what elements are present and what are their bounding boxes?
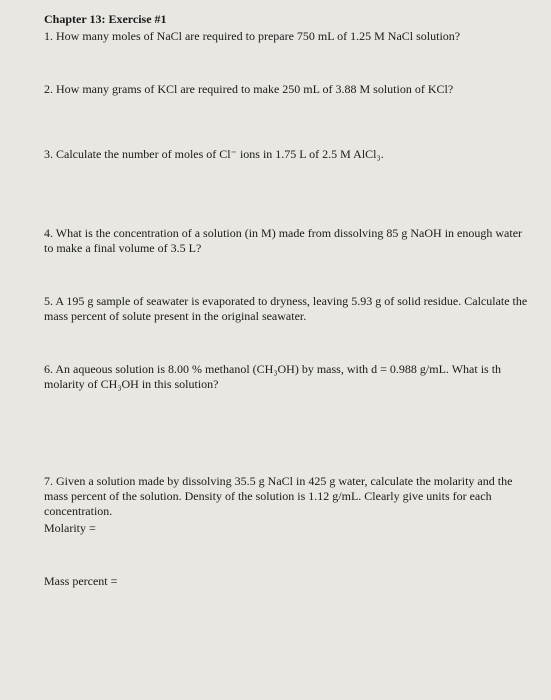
worksheet-page: Chapter 13: Exercise #1 1. How many mole…	[0, 0, 551, 605]
question-5: 5. A 195 g sample of seawater is evapora…	[44, 294, 529, 324]
question-3: 3. Calculate the number of moles of Cl⁻ …	[44, 147, 529, 162]
question-6: 6. An aqueous solution is 8.00 % methano…	[44, 362, 529, 392]
question-1: 1. How many moles of NaCl are required t…	[44, 29, 529, 44]
question-4: 4. What is the concentration of a soluti…	[44, 226, 529, 256]
question-7-text: 7. Given a solution made by dissolving 3…	[44, 474, 512, 518]
question-2: 2. How many grams of KCl are required to…	[44, 82, 529, 97]
mass-percent-label: Mass percent =	[44, 574, 529, 589]
question-7: 7. Given a solution made by dissolving 3…	[44, 474, 529, 589]
chapter-title: Chapter 13: Exercise #1	[44, 12, 529, 27]
molarity-label: Molarity =	[44, 521, 529, 536]
